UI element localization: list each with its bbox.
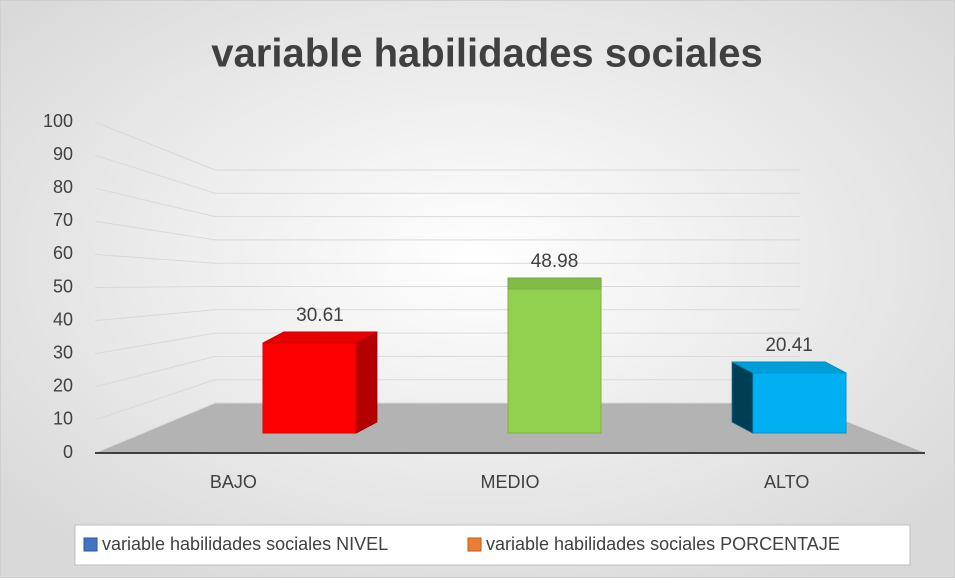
bar — [731, 361, 847, 434]
y-tick-label: 100 — [43, 111, 73, 131]
bar-front — [507, 288, 602, 434]
data-label: 48.98 — [531, 251, 579, 272]
y-tick-label: 10 — [53, 409, 73, 429]
y-tick-label: 0 — [63, 442, 73, 462]
bar — [507, 277, 602, 434]
bar-front — [752, 372, 847, 434]
bar-top — [262, 331, 378, 344]
y-tick-label: 60 — [53, 243, 73, 263]
y-tick-label: 40 — [53, 309, 73, 329]
legend-label: variable habilidades sociales NIVEL — [102, 534, 388, 554]
grid-line — [94, 402, 800, 454]
grid-line — [94, 379, 800, 421]
bar-top — [731, 361, 847, 374]
bar-side — [731, 361, 754, 434]
x-tick-label: MEDIO — [480, 472, 539, 492]
grid-line — [94, 253, 800, 264]
y-tick-label: 50 — [53, 276, 73, 296]
grid-line — [94, 355, 800, 388]
x-tick-label: BAJO — [210, 472, 257, 492]
grid-line — [94, 220, 800, 241]
x-tick-label: ALTO — [764, 472, 809, 492]
grid-line — [94, 286, 800, 288]
chart-title: variable habilidades sociales — [211, 32, 762, 76]
legend-swatch — [467, 537, 482, 552]
bar-top — [507, 277, 602, 290]
grid-line — [94, 309, 800, 322]
y-tick-label: 90 — [53, 144, 73, 164]
grid-line — [94, 121, 800, 171]
legend-box — [74, 524, 911, 566]
bar-side — [355, 331, 378, 434]
bar-front — [262, 342, 357, 434]
data-label: 20.41 — [765, 335, 813, 356]
grid-line — [94, 154, 800, 194]
y-tick-label: 70 — [53, 210, 73, 230]
grid-line — [94, 187, 800, 218]
y-tick-label: 20 — [53, 376, 73, 396]
y-tick-label: 30 — [53, 342, 73, 362]
bar — [262, 331, 378, 434]
grid-line — [94, 332, 800, 355]
data-label: 30.61 — [296, 305, 344, 326]
legend-label: variable habilidades sociales PORCENTAJE — [486, 534, 840, 554]
y-tick-label: 80 — [53, 177, 73, 197]
legend-swatch — [83, 537, 98, 552]
